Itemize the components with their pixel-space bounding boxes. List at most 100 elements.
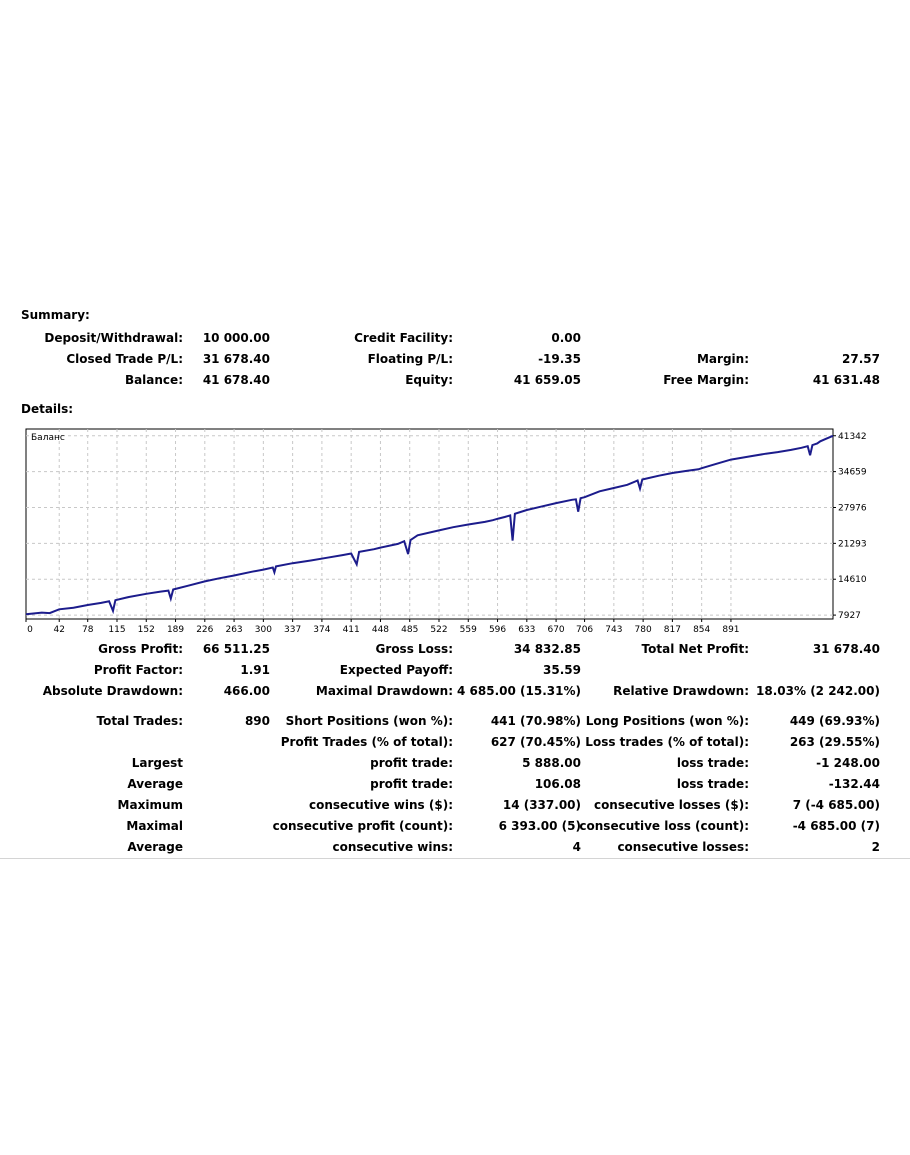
details-label: Profit Trades (% of total): [280, 735, 453, 749]
x-tick-label: 854 [693, 625, 710, 632]
chart-x-ticks: 0 42 78 115 152 189 226 263 300 337 374 411 448 485 52… [25, 619, 740, 632]
details-value: 1.91 [240, 663, 270, 677]
details-label: consecutive losses ($): [593, 798, 749, 812]
chart-title: Баланс [31, 433, 65, 443]
details-value: 106.08 [534, 777, 581, 791]
details-label: Largest [131, 756, 183, 770]
x-tick-label: 411 [343, 625, 360, 632]
x-tick-label: 263 [225, 625, 242, 632]
summary-value: 41 659.05 [513, 373, 581, 387]
summary-row: Balance: 41 678.40 Equity: 41 659.05 Free Ma… [0, 370, 910, 391]
x-tick-label: 485 [401, 625, 418, 632]
details-row: Largest profit trade: 5 888.00 loss trade: -… [0, 753, 910, 774]
details-value: 449 (69.93%) [789, 714, 880, 728]
summary-value: 27.57 [842, 352, 880, 366]
summary-value: 0.00 [551, 331, 581, 345]
details-value: 466.00 [223, 684, 270, 698]
summary-value: 31 678.40 [202, 352, 270, 366]
summary-label: Balance: [124, 373, 183, 387]
details-row: Gross Profit: 66 511.25 Gross Loss: 34 832.… [0, 639, 910, 660]
details-value: 34 832.85 [513, 642, 581, 656]
details-row: Absolute Drawdown: 466.00 Maximal Drawdown… [0, 681, 910, 702]
details-value: 441 (70.98%) [490, 714, 581, 728]
y-tick-label: 41342 [838, 432, 867, 442]
details-value: 890 [244, 714, 270, 728]
details-value: 66 511.25 [202, 642, 270, 656]
details-label: Average [127, 840, 183, 854]
summary-label: Closed Trade P/L: [66, 352, 183, 366]
details-label: Gross Loss: [375, 642, 453, 656]
chart-grid [26, 429, 833, 619]
x-tick-label: 817 [664, 625, 681, 632]
details-row: Average profit trade: 106.08 loss trade: -13… [0, 774, 910, 795]
bottom-divider [0, 858, 910, 859]
details-value: -4 685.00 (7) [792, 819, 880, 833]
details-value: 4 [572, 840, 581, 854]
summary-label: Floating P/L: [367, 352, 453, 366]
x-tick-label: 226 [196, 625, 213, 632]
x-tick-label: 522 [430, 625, 447, 632]
details-label: loss trade: [676, 777, 749, 791]
details-value: 14 (337.00) [502, 798, 581, 812]
details-label: Maximum [117, 798, 183, 812]
x-tick-label: 0 [27, 625, 33, 632]
summary-label: Free Margin: [663, 373, 749, 387]
x-tick-label: 891 [722, 625, 739, 632]
y-tick-label: 14610 [838, 575, 867, 585]
details-value: 4 685.00 (15.31%) [457, 684, 581, 698]
x-tick-label: 633 [518, 625, 535, 632]
details-value: 6 393.00 (5) [498, 819, 581, 833]
summary-value: -19.35 [538, 352, 581, 366]
details-label: Gross Profit: [98, 642, 183, 656]
details-label: Total Net Profit: [641, 642, 749, 656]
details-row: Total Trades: 890 Short Positions (won %):… [0, 711, 910, 732]
x-tick-label: 374 [313, 625, 330, 632]
y-tick-label: 27976 [838, 503, 867, 513]
details-row: Average consecutive wins: 4 consecutive los… [0, 837, 910, 858]
details-value: -1 248.00 [816, 756, 880, 770]
summary-value: 41 678.40 [202, 373, 270, 387]
details-label: Average [127, 777, 183, 791]
details-row: Profit Factor: 1.91 Expected Payoff: 35.59 [0, 660, 910, 681]
chart-series [25, 434, 834, 616]
summary-label: Margin: [696, 352, 749, 366]
summary-label: Equity: [405, 373, 453, 387]
details-value: -132.44 [828, 777, 880, 791]
y-tick-label: 21293 [838, 539, 867, 549]
x-tick-label: 189 [167, 625, 184, 632]
details-label: consecutive wins ($): [308, 798, 453, 812]
y-tick-label: 34659 [838, 468, 867, 478]
details-label: Relative Drawdown: [613, 684, 749, 698]
details-heading: Details: [21, 402, 74, 416]
x-tick-label: 42 [54, 625, 65, 632]
x-tick-label: 115 [108, 625, 125, 632]
details-value: 31 678.40 [812, 642, 880, 656]
summary-row: Deposit/Withdrawal: 10 000.00 Credit Facil… [0, 328, 910, 349]
details-label: loss trade: [676, 756, 749, 770]
balance-chart: 0 42 78 115 152 189 226 263 300 337 374 411 448 485 52… [25, 428, 867, 632]
chart-plot-area [25, 428, 834, 620]
details-label: consecutive losses: [617, 840, 749, 854]
details-label: Maximal [126, 819, 183, 833]
summary-label: Deposit/Withdrawal: [44, 331, 183, 345]
details-label: Long Positions (won %): [585, 714, 749, 728]
summary-row: Closed Trade P/L: 31 678.40 Floating P/L: -… [0, 349, 910, 370]
x-tick-label: 300 [255, 625, 272, 632]
details-label: consecutive profit (count): [272, 819, 453, 833]
details-row: Maximal consecutive profit (count): 6 393.… [0, 816, 910, 837]
details-value: 5 888.00 [522, 756, 581, 770]
details-value: 35.59 [543, 663, 581, 677]
details-value: 2 [871, 840, 880, 854]
details-value: 263 (29.55%) [789, 735, 880, 749]
x-tick-label: 559 [460, 625, 477, 632]
x-tick-label: 448 [372, 625, 389, 632]
details-label: Total Trades: [96, 714, 183, 728]
details-row: Profit Trades (% of total): 627 (70.45%) L… [0, 732, 910, 753]
summary-value: 10 000.00 [202, 331, 270, 345]
details-label: consecutive wins: [332, 840, 453, 854]
details-label: Absolute Drawdown: [42, 684, 183, 698]
x-tick-label: 337 [284, 625, 301, 632]
details-value: 7 (-4 685.00) [792, 798, 880, 812]
x-tick-label: 596 [489, 625, 506, 632]
summary-heading: Summary: [21, 308, 90, 322]
